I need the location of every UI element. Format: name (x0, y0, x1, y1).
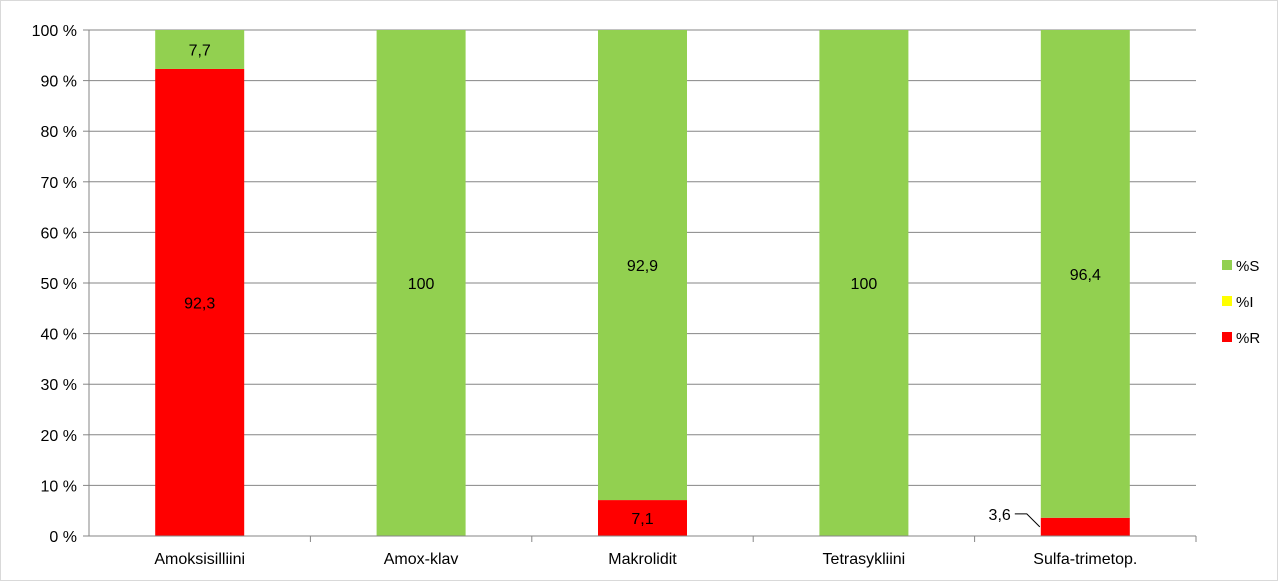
x-category-label: Sulfa-trimetop. (1033, 551, 1137, 568)
x-category-label: Makrolidit (608, 551, 677, 568)
data-label: 7,7 (189, 42, 211, 59)
bar-segment-s (819, 30, 909, 536)
bars (155, 30, 1130, 536)
data-label: 100 (408, 276, 435, 293)
y-tick-label: 50 % (41, 276, 77, 293)
data-labels: 92,3 7,7 100 7,1 92,9 100 3,6 96,4 (184, 42, 1101, 528)
bar-segment-s (155, 30, 245, 69)
legend: %S %I %R (1222, 258, 1260, 347)
axes: 0 % 10 % 20 % 30 % 40 % 50 % 60 % 70 % 80 % 90 % 1… (32, 23, 1197, 568)
legend-label: %I (1236, 294, 1254, 311)
bar-segment-s (376, 30, 466, 536)
bar-segment-s (1040, 30, 1130, 518)
bar-segment-r (155, 68, 245, 536)
bar-segment-s (598, 30, 687, 501)
y-tick-label: 0 % (49, 529, 77, 546)
y-tick-label: 60 % (41, 225, 77, 242)
y-tick-label: 100 % (32, 23, 77, 40)
legend-swatch (1222, 332, 1232, 342)
y-tick-label: 70 % (41, 175, 77, 192)
data-label: 92,3 (184, 295, 215, 312)
data-label: 3,6 (989, 507, 1011, 524)
data-label: 96,4 (1070, 267, 1101, 284)
y-tick-label: 30 % (41, 377, 77, 394)
y-tick-label: 20 % (41, 428, 77, 445)
leader-line (1014, 513, 1041, 528)
data-label: 92,9 (627, 258, 658, 275)
x-category-label: Amoksisilliini (154, 551, 245, 568)
data-label: 7,1 (631, 511, 653, 528)
legend-label: %R (1236, 330, 1260, 347)
bar-segment-r (598, 500, 687, 536)
x-category-label: Amox-klav (384, 551, 459, 568)
y-tick-label: 90 % (41, 74, 77, 91)
x-category-label: Tetrasykliini (823, 551, 906, 568)
legend-swatch (1222, 296, 1232, 306)
bar-segment-r (1040, 517, 1130, 536)
legend-swatch (1222, 260, 1232, 270)
y-tick-label: 10 % (41, 478, 77, 495)
legend-label: %S (1236, 258, 1259, 275)
y-tick-label: 80 % (41, 124, 77, 141)
y-tick-label: 40 % (41, 327, 77, 344)
data-label: 100 (851, 276, 878, 293)
